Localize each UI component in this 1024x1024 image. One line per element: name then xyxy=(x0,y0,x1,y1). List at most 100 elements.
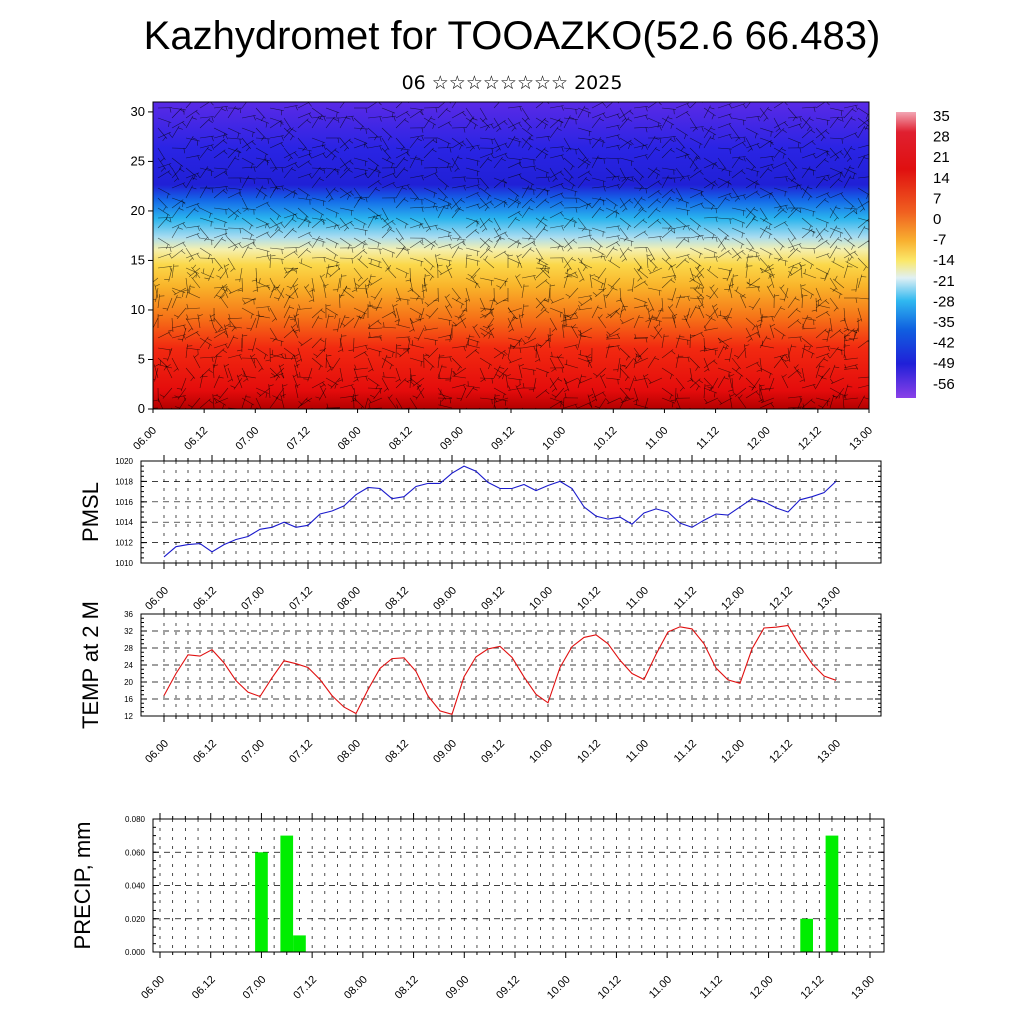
y-tick-label: 1010 xyxy=(115,559,133,568)
wind-barb xyxy=(717,133,732,139)
wind-barb-flag xyxy=(159,413,163,416)
wind-barb-flag xyxy=(327,384,333,388)
wind-barb xyxy=(185,203,200,209)
wind-barb-flag xyxy=(870,377,871,382)
wind-barb xyxy=(759,247,773,255)
wind-barb-flag xyxy=(216,275,222,278)
wind-barb-flag xyxy=(289,306,295,309)
wind-barb xyxy=(745,167,760,173)
wind-barb xyxy=(479,327,493,336)
wind-barb xyxy=(787,265,794,279)
wind-barb-flag xyxy=(280,373,285,379)
wind-barb-flag xyxy=(192,177,197,180)
wind-barb xyxy=(703,357,710,372)
wind-barb xyxy=(213,317,224,329)
wind-barb-flag xyxy=(503,351,508,356)
wind-barb-flag xyxy=(551,328,557,332)
wind-barb xyxy=(694,267,705,279)
wind-barb xyxy=(769,274,775,289)
wind-barb-flag xyxy=(812,153,817,159)
wind-barb xyxy=(451,155,459,169)
x-tick-label: 09.00 xyxy=(443,974,471,1002)
wind-barb xyxy=(294,364,299,379)
wind-barb xyxy=(297,137,308,149)
wind-barb-flag xyxy=(756,362,761,367)
wind-barb xyxy=(381,157,395,165)
wind-barb-flag xyxy=(516,274,521,278)
wind-barb-flag xyxy=(484,186,489,192)
wind-barb-flag xyxy=(679,177,684,182)
wind-barb-flag xyxy=(222,404,225,409)
wind-barb xyxy=(717,122,732,129)
wind-barb-flag xyxy=(407,289,413,292)
wind-barb-flag xyxy=(449,235,452,241)
wind-barb xyxy=(647,307,651,322)
wind-barb-flag xyxy=(507,254,513,257)
wind-barb xyxy=(208,267,215,281)
wind-barb xyxy=(507,135,516,149)
wind-barb-flag xyxy=(658,102,662,106)
wind-barb xyxy=(633,196,643,209)
wind-barb xyxy=(283,227,295,239)
wind-barb xyxy=(493,200,506,209)
wind-barb xyxy=(227,207,239,218)
wind-barb-flag xyxy=(728,123,733,129)
wind-barb xyxy=(353,196,362,209)
wind-barb xyxy=(438,404,453,409)
wind-barb-flag xyxy=(866,193,869,200)
wind-barb xyxy=(395,246,405,259)
wind-barb xyxy=(185,347,200,351)
wind-barb xyxy=(409,217,423,225)
wind-barb-flag xyxy=(806,316,812,319)
x-tick-label: 12.00 xyxy=(719,738,747,766)
x-tick-label: 10.00 xyxy=(545,974,573,1002)
wind-barb xyxy=(717,217,733,220)
wind-barb-flag xyxy=(810,230,816,234)
wind-barb xyxy=(703,407,705,409)
wind-barb-flag xyxy=(723,347,729,349)
wind-barb xyxy=(689,126,704,129)
wind-barb xyxy=(283,105,298,109)
wind-barb xyxy=(185,135,194,149)
wind-barb xyxy=(227,156,237,169)
wind-barb-flag xyxy=(351,247,354,253)
wind-barb xyxy=(325,217,339,226)
wind-barb xyxy=(495,297,509,305)
wind-barb-flag xyxy=(599,198,605,202)
wind-barb-flag xyxy=(770,403,775,408)
wind-barb-flag xyxy=(617,345,620,351)
wind-barb xyxy=(717,367,732,373)
wind-barb xyxy=(619,304,624,319)
wind-barb xyxy=(451,287,461,300)
y-tick-label: 30 xyxy=(131,104,145,119)
wind-barb-flag xyxy=(513,137,519,140)
wind-barb xyxy=(367,116,382,119)
wind-barb xyxy=(535,279,548,289)
wind-barb-flag xyxy=(704,368,709,373)
wind-barb-flag xyxy=(501,158,506,162)
wind-barb-flag xyxy=(474,230,480,234)
wind-barb xyxy=(507,161,521,169)
wind-barb xyxy=(451,140,465,149)
wind-barb xyxy=(563,147,578,150)
wind-barb-flag xyxy=(308,420,313,421)
wind-barb xyxy=(556,355,565,369)
wind-barb-flag xyxy=(192,175,196,181)
wind-barb-flag xyxy=(687,225,690,231)
wind-barb xyxy=(325,167,340,171)
wind-barb-flag xyxy=(309,174,313,179)
wind-barb-flag xyxy=(742,142,746,147)
wind-barb-flag xyxy=(192,137,198,140)
wind-barb-flag xyxy=(671,402,674,408)
wind-barb-flag xyxy=(729,394,735,397)
wind-barb xyxy=(523,337,537,345)
wind-barb xyxy=(185,267,200,274)
wind-barb-flag xyxy=(837,238,843,242)
wind-barb-flag xyxy=(517,253,522,258)
wind-barb xyxy=(311,107,324,117)
wind-barb xyxy=(171,225,180,239)
wind-barb xyxy=(185,109,198,119)
wind-barb xyxy=(311,197,326,202)
wind-barb xyxy=(773,221,787,229)
wind-barb-flag xyxy=(560,121,562,127)
